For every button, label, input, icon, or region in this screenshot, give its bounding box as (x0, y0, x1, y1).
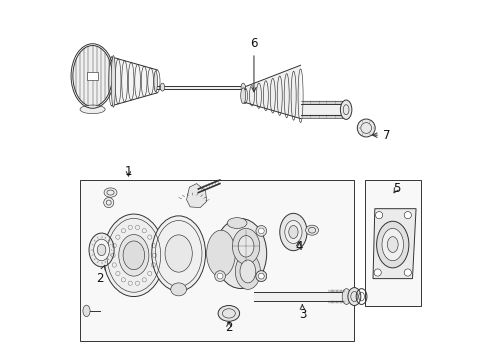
Ellipse shape (217, 273, 223, 279)
Ellipse shape (388, 237, 398, 252)
Ellipse shape (94, 239, 109, 261)
Ellipse shape (256, 271, 267, 282)
Ellipse shape (374, 269, 381, 276)
Text: 4: 4 (295, 240, 302, 253)
Ellipse shape (119, 234, 149, 276)
Ellipse shape (256, 271, 267, 282)
Ellipse shape (215, 219, 267, 288)
Ellipse shape (342, 289, 351, 305)
Ellipse shape (289, 226, 298, 238)
Ellipse shape (89, 233, 114, 267)
Ellipse shape (165, 235, 192, 272)
Bar (365, 180, 421, 306)
Ellipse shape (103, 214, 164, 297)
Ellipse shape (306, 225, 318, 235)
Ellipse shape (111, 55, 116, 107)
Ellipse shape (152, 216, 205, 291)
Ellipse shape (97, 244, 106, 256)
Ellipse shape (207, 230, 235, 277)
Text: 2: 2 (225, 320, 233, 333)
Ellipse shape (357, 119, 375, 137)
Ellipse shape (258, 273, 264, 279)
Ellipse shape (80, 105, 105, 114)
Ellipse shape (238, 235, 254, 257)
Ellipse shape (218, 306, 240, 321)
Ellipse shape (104, 198, 114, 208)
Text: 6: 6 (250, 37, 258, 92)
Ellipse shape (171, 283, 187, 296)
Ellipse shape (258, 228, 264, 234)
Ellipse shape (235, 253, 260, 289)
Polygon shape (112, 57, 157, 106)
Bar (80, 180, 354, 341)
Ellipse shape (404, 269, 412, 276)
Text: 7: 7 (373, 129, 391, 142)
Text: 3: 3 (299, 305, 306, 321)
Polygon shape (245, 65, 300, 118)
Ellipse shape (285, 221, 302, 243)
Polygon shape (187, 184, 207, 208)
Text: 2: 2 (96, 265, 105, 285)
Bar (87, 72, 98, 80)
Ellipse shape (104, 188, 117, 197)
Ellipse shape (404, 212, 412, 219)
Ellipse shape (154, 71, 157, 92)
Text: 1: 1 (124, 165, 132, 177)
Ellipse shape (240, 260, 256, 283)
Ellipse shape (341, 100, 352, 120)
Ellipse shape (375, 212, 383, 219)
Ellipse shape (160, 83, 165, 91)
Ellipse shape (258, 273, 264, 279)
Polygon shape (373, 209, 416, 279)
Ellipse shape (73, 45, 112, 107)
Ellipse shape (83, 305, 90, 317)
Ellipse shape (280, 213, 307, 251)
Ellipse shape (377, 221, 409, 268)
Ellipse shape (382, 228, 403, 261)
Text: 5: 5 (392, 183, 400, 195)
Ellipse shape (348, 288, 361, 306)
Ellipse shape (123, 241, 145, 270)
Ellipse shape (241, 88, 245, 104)
Ellipse shape (227, 218, 247, 228)
Ellipse shape (215, 271, 225, 282)
Ellipse shape (256, 226, 267, 236)
Ellipse shape (232, 228, 260, 264)
Ellipse shape (241, 83, 245, 91)
